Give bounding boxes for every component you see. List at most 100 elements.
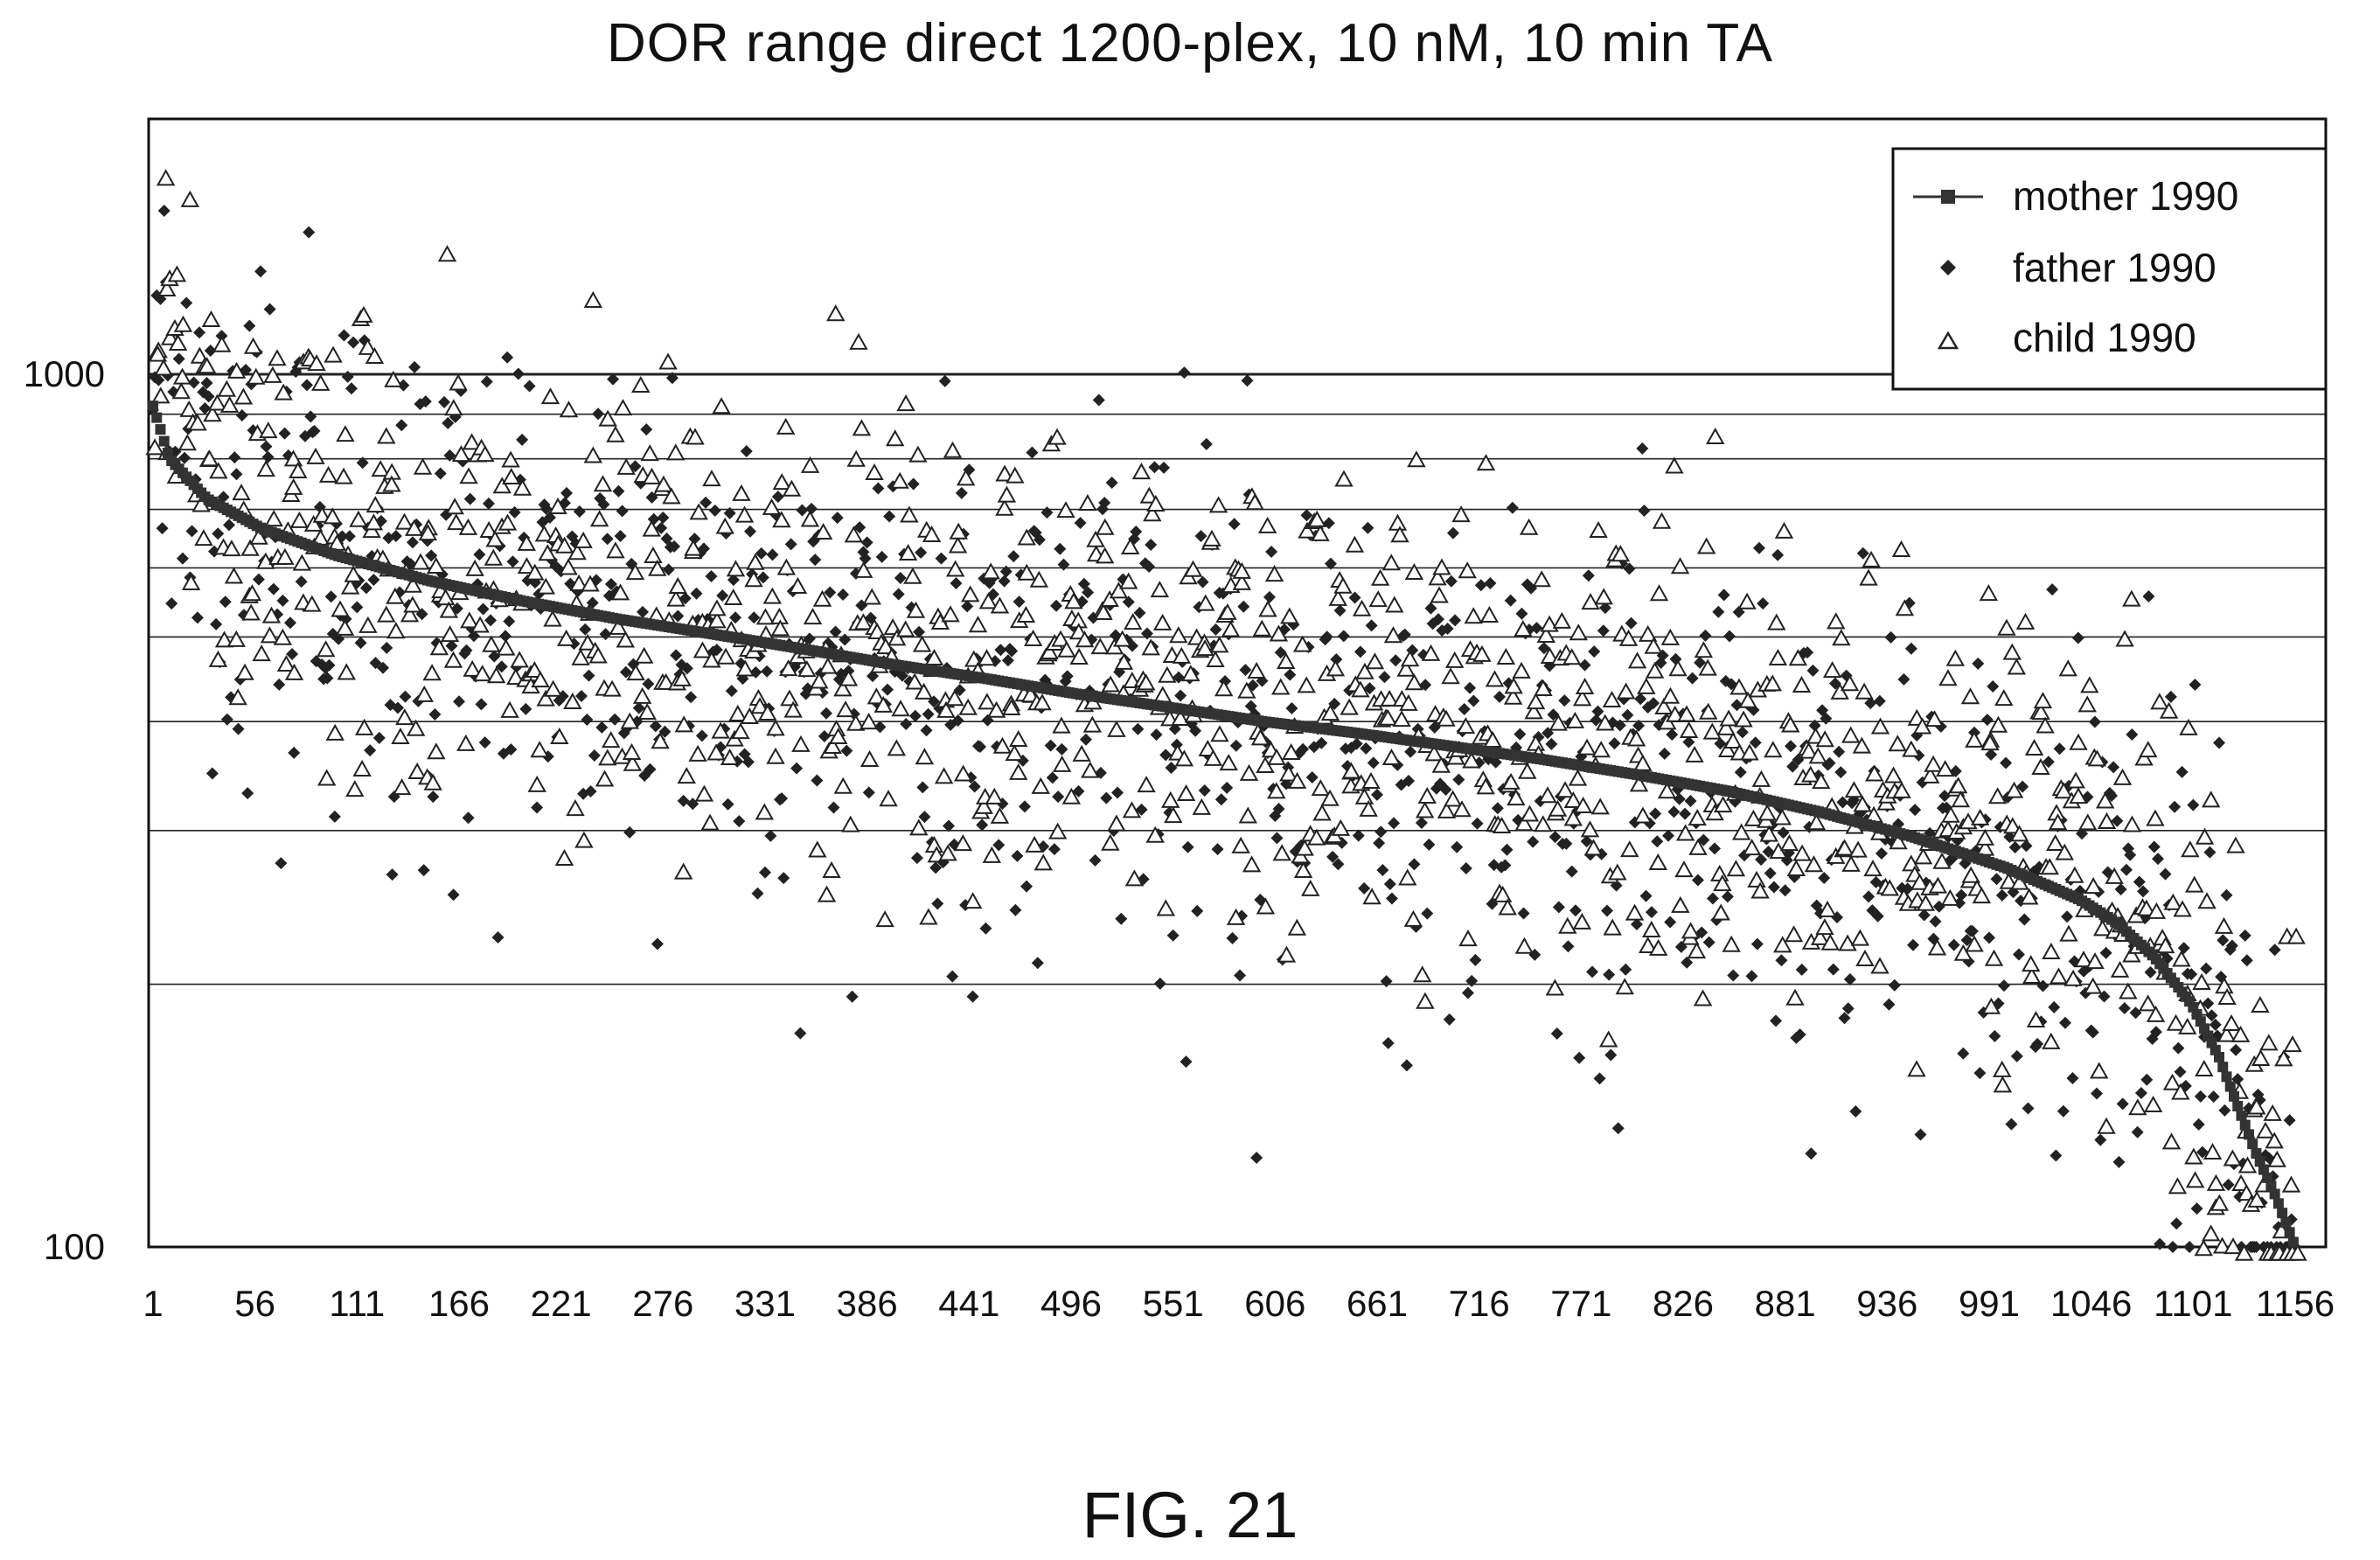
child-point xyxy=(2033,692,2053,709)
father-point xyxy=(1590,714,1603,727)
child-point xyxy=(2247,1190,2266,1208)
father-point xyxy=(1888,978,1901,992)
child-point xyxy=(403,575,422,593)
y-tick-label: 1000 xyxy=(24,353,105,394)
child-point xyxy=(2146,809,2165,826)
child-point xyxy=(2040,858,2059,875)
father-point xyxy=(386,868,399,881)
child-point xyxy=(1716,718,1736,735)
father-point xyxy=(1884,630,1897,644)
father-point xyxy=(2129,1006,2142,1020)
child-point xyxy=(978,592,999,609)
child-point xyxy=(1603,918,1622,936)
child-point xyxy=(2234,1243,2254,1261)
child-point xyxy=(451,445,471,463)
father-point xyxy=(2018,913,2031,926)
father-point xyxy=(2192,1118,2205,1131)
child-point xyxy=(776,417,796,435)
child-point xyxy=(2009,825,2029,842)
child-point xyxy=(1404,562,1424,580)
child-point xyxy=(1555,781,1575,798)
father-point xyxy=(581,713,594,726)
child-point xyxy=(1226,908,1246,925)
child-point xyxy=(1731,823,1751,840)
father-point xyxy=(790,762,804,775)
child-point xyxy=(1540,615,1559,632)
father-point xyxy=(670,649,683,662)
father-point xyxy=(273,678,286,691)
father-point xyxy=(1767,881,1780,894)
child-point xyxy=(833,679,852,697)
father-point xyxy=(595,721,609,734)
child-point xyxy=(1250,728,1270,746)
child-point xyxy=(1238,806,1258,824)
child-point xyxy=(2007,658,2027,675)
child-point xyxy=(846,449,866,467)
father-point xyxy=(1158,461,1171,474)
child-point xyxy=(1392,710,1411,728)
father-point xyxy=(392,701,404,714)
child-point xyxy=(559,400,579,418)
father-point xyxy=(1734,766,1747,779)
child-point xyxy=(1047,428,1067,445)
child-point xyxy=(734,505,755,523)
father-point xyxy=(2046,583,2059,596)
father-point xyxy=(1785,740,1798,753)
child-point xyxy=(674,715,693,733)
father-point xyxy=(1856,547,1869,560)
child-point xyxy=(2259,1034,2279,1051)
child-point xyxy=(598,409,617,427)
child-point xyxy=(2203,1143,2223,1160)
father-point xyxy=(1191,904,1204,917)
father-point xyxy=(1849,1105,1862,1118)
child-point xyxy=(744,570,763,588)
father-point xyxy=(1897,672,1910,686)
father-point xyxy=(829,625,842,638)
child-point xyxy=(1293,860,1313,879)
father-point xyxy=(2185,968,2198,981)
father-point xyxy=(2170,1217,2183,1230)
father-point xyxy=(1712,605,1725,618)
child-point xyxy=(201,310,221,328)
child-point xyxy=(2286,927,2306,944)
father-point xyxy=(2091,1087,2104,1100)
father-point xyxy=(2005,1118,2018,1131)
child-point xyxy=(2171,1083,2190,1100)
child-point xyxy=(492,477,511,494)
child-point xyxy=(1764,741,1783,758)
child-point xyxy=(1980,734,2000,751)
father-point xyxy=(2031,1037,2044,1050)
child-point xyxy=(1855,949,1875,967)
father-point xyxy=(1638,504,1651,517)
child-point xyxy=(1808,747,1828,764)
child-point xyxy=(2185,1171,2205,1188)
father-point xyxy=(1997,979,2010,992)
father-point xyxy=(1360,742,1373,755)
child-point xyxy=(2256,1121,2275,1139)
child-point xyxy=(232,484,251,501)
father-point xyxy=(1140,627,1153,640)
child-point xyxy=(2156,937,2175,954)
child-point xyxy=(1618,629,1639,646)
child-point xyxy=(1428,568,1447,586)
child-point xyxy=(810,672,829,689)
child-point xyxy=(1615,978,1634,995)
father-point xyxy=(2172,1041,2185,1055)
father-point xyxy=(1159,749,1173,762)
father-point xyxy=(805,502,818,515)
child-point xyxy=(2054,782,2073,799)
father-point xyxy=(1423,838,1436,851)
father-point xyxy=(1634,693,1647,706)
father-point xyxy=(2209,1018,2222,1031)
child-point xyxy=(2223,1149,2243,1167)
father-point xyxy=(1105,476,1118,489)
father-point xyxy=(1061,670,1074,683)
child-point xyxy=(1625,903,1645,921)
child-point xyxy=(1953,944,1973,961)
father-point xyxy=(1527,835,1540,848)
child-point xyxy=(712,397,731,414)
child-point xyxy=(651,732,670,749)
child-point xyxy=(1548,714,1568,731)
child-point xyxy=(2122,589,2141,607)
child-point xyxy=(813,522,833,540)
